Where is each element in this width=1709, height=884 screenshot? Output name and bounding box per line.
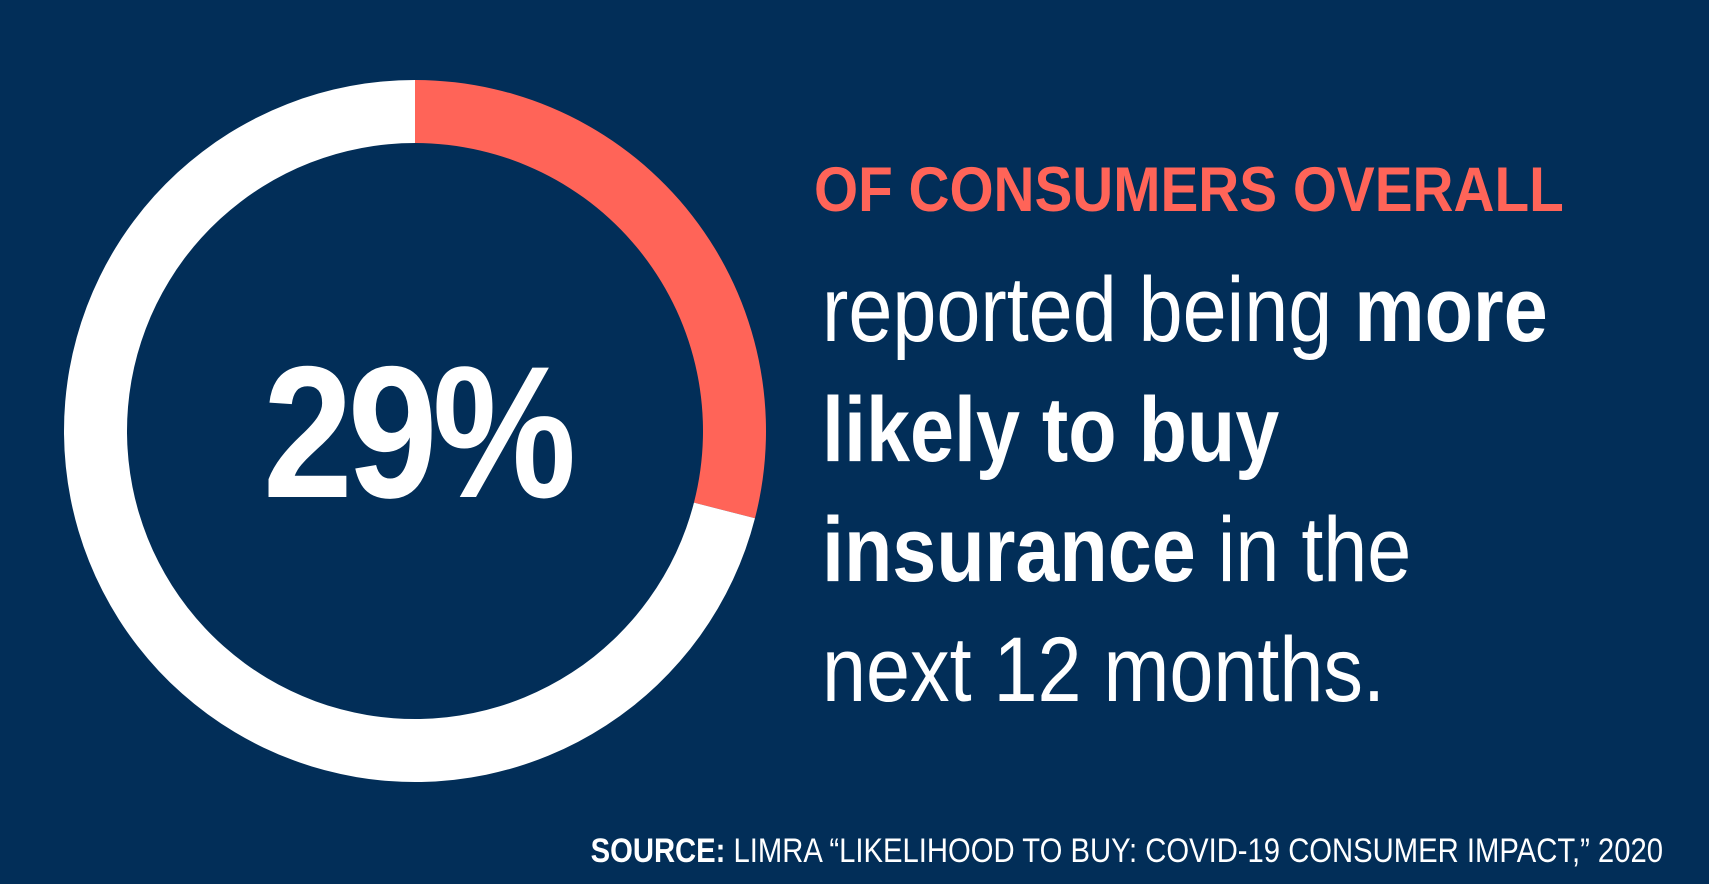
donut-segment-highlight <box>415 80 767 519</box>
statement-line-2: likely to buy <box>822 370 1548 490</box>
statement-regular-1: reported being <box>822 259 1355 361</box>
statement-line-1: reported being more <box>822 250 1548 370</box>
source-text: LIMRA “LIKELIHOOD TO BUY: COVID-19 CONSU… <box>725 832 1663 870</box>
source-citation: SOURCE: LIMRA “LIKELIHOOD TO BUY: COVID-… <box>591 829 1663 873</box>
source-label: SOURCE: <box>590 832 726 870</box>
statement-bold-2: likely to buy <box>822 379 1280 481</box>
statement-regular-4: next 12 months. <box>822 619 1385 721</box>
statement-bold-1: more <box>1354 259 1548 361</box>
statement-line-3: insurance in the <box>822 490 1548 610</box>
statement-bold-3: insurance <box>822 499 1196 601</box>
statement-regular-3: in the <box>1195 499 1412 601</box>
percentage-value: 29% <box>262 327 576 537</box>
statement-line-4: next 12 months. <box>822 610 1548 730</box>
statement-text: reported being more likely to buy insura… <box>822 250 1548 730</box>
headline: OF CONSUMERS OVERALL <box>814 155 1564 225</box>
